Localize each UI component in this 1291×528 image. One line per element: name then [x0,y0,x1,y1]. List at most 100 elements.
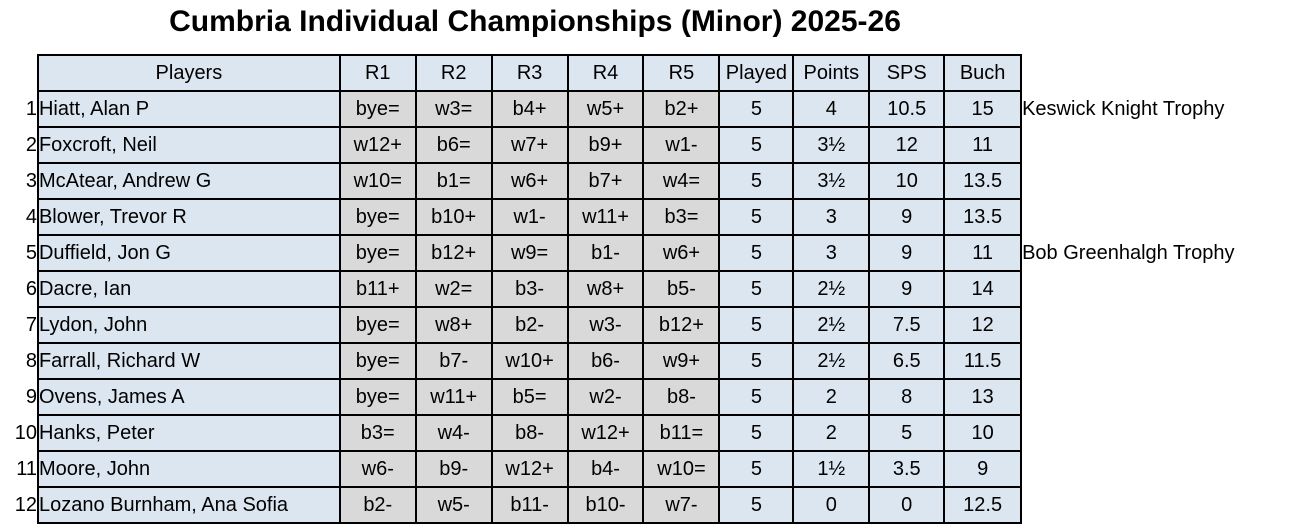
column-header-r1: R1 [338,54,417,92]
round-result-cell: b3= [338,414,417,452]
round-result-cell: w6- [338,450,417,488]
points-cell: 4 [792,90,871,128]
round-result-cell: b5= [490,378,569,416]
buch-cell: 13.5 [943,198,1023,236]
trophy-annotation [1021,451,1291,487]
row-rank: 12 [14,493,37,516]
round-result-cell: w9+ [642,342,721,380]
row-rank: 7 [25,313,37,336]
played-cell: 5 [718,486,795,524]
round-result-cell: b10- [566,486,645,524]
row-rank: 9 [25,385,37,408]
points-cell: 1½ [792,450,871,488]
round-result-cell: b6- [566,342,645,380]
round-result-cell: b6= [414,126,493,164]
round-result-cell: w10= [338,162,417,200]
column-header-r5: R5 [642,54,721,92]
round-result-cell: b12+ [414,234,493,272]
points-cell: 3 [792,198,871,236]
round-result-cell: w4- [414,414,493,452]
buch-cell: 11.5 [943,342,1023,380]
round-result-cell: w1- [642,126,721,164]
table-row: 3 McAtear, Andrew G w10= b1= w6+ b7+ w4=… [6,162,1291,200]
player-name-cell: Moore, John [36,450,341,488]
column-header-r3: R3 [490,54,569,92]
buch-cell: 11 [943,234,1023,272]
round-result-cell: b10+ [414,198,493,236]
round-result-cell: b8- [642,378,721,416]
round-result-cell: bye= [338,342,417,380]
player-name-cell: Ovens, James A [36,378,341,416]
round-result-cell: w12+ [566,414,645,452]
round-result-cell: w8+ [566,270,645,308]
round-result-cell: w2= [414,270,493,308]
row-rank: 5 [25,241,37,264]
table-row: 1 Hiatt, Alan P bye= w3= b4+ w5+ b2+ 5 4… [6,90,1291,128]
player-name-cell: Lozano Burnham, Ana Sofia [36,486,341,524]
row-rank: 6 [25,277,37,300]
played-cell: 5 [718,198,795,236]
player-name-cell: McAtear, Andrew G [36,162,341,200]
column-header-sps: SPS [868,54,946,92]
trophy-annotation: Bob Greenhalgh Trophy [1022,241,1235,264]
points-cell: 3½ [792,126,871,164]
points-cell: 2½ [792,306,871,344]
round-result-cell: b11= [642,414,721,452]
round-result-cell: b5- [642,270,721,308]
row-rank: 11 [16,457,37,480]
trophy-annotation [1021,415,1291,451]
round-result-cell: w10+ [490,342,569,380]
played-cell: 5 [718,162,795,200]
points-cell: 2 [792,378,871,416]
round-result-cell: w11+ [566,198,645,236]
buch-cell: 13 [943,378,1023,416]
played-cell: 5 [718,414,795,452]
trophy-annotation [1021,199,1291,235]
points-cell: 2½ [792,342,871,380]
sps-cell: 8 [868,378,946,416]
sps-cell: 6.5 [868,342,946,380]
round-result-cell: b9- [414,450,493,488]
buch-cell: 13.5 [943,162,1023,200]
round-result-cell: b11- [490,486,569,524]
played-cell: 5 [718,378,795,416]
round-result-cell: b2- [338,486,417,524]
standings-body: 1 Hiatt, Alan P bye= w3= b4+ w5+ b2+ 5 4… [6,90,1291,524]
row-rank: 2 [25,133,37,156]
round-result-cell: w3= [414,90,493,128]
table-row: 7 Lydon, John bye= w8+ b2- w3- b12+ 5 2½… [6,306,1291,344]
header-annotation-spacer [1021,55,1291,91]
round-result-cell: b8- [490,414,569,452]
sps-cell: 9 [868,270,946,308]
round-result-cell: w6+ [490,162,569,200]
buch-cell: 15 [943,90,1023,128]
player-name-cell: Lydon, John [36,306,341,344]
page-title: Cumbria Individual Championships (Minor)… [169,5,901,38]
trophy-annotation [1021,343,1291,379]
round-result-cell: w6+ [642,234,721,272]
table-row: 10 Hanks, Peter b3= w4- b8- w12+ b11= 5 … [6,414,1291,452]
buch-cell: 10 [943,414,1023,452]
round-result-cell: w10= [642,450,721,488]
column-header-buch: Buch [943,54,1023,92]
sps-cell: 9 [868,234,946,272]
round-result-cell: bye= [338,90,417,128]
round-result-cell: b4- [566,450,645,488]
round-result-cell: w5- [414,486,493,524]
trophy-annotation [1021,163,1291,199]
round-result-cell: bye= [338,234,417,272]
round-result-cell: w7- [642,486,721,524]
table-row: 11 Moore, John w6- b9- w12+ b4- w10= 5 1… [6,450,1291,488]
table-row: 8 Farrall, Richard W bye= b7- w10+ b6- w… [6,342,1291,380]
round-result-cell: w3- [566,306,645,344]
sps-cell: 0 [868,486,946,524]
round-result-cell: w4= [642,162,721,200]
played-cell: 5 [718,234,795,272]
round-result-cell: bye= [338,198,417,236]
round-result-cell: b2- [490,306,569,344]
sps-cell: 3.5 [868,450,946,488]
buch-cell: 9 [943,450,1023,488]
round-result-cell: w12+ [490,450,569,488]
trophy-annotation [1021,307,1291,343]
points-cell: 2 [792,414,871,452]
